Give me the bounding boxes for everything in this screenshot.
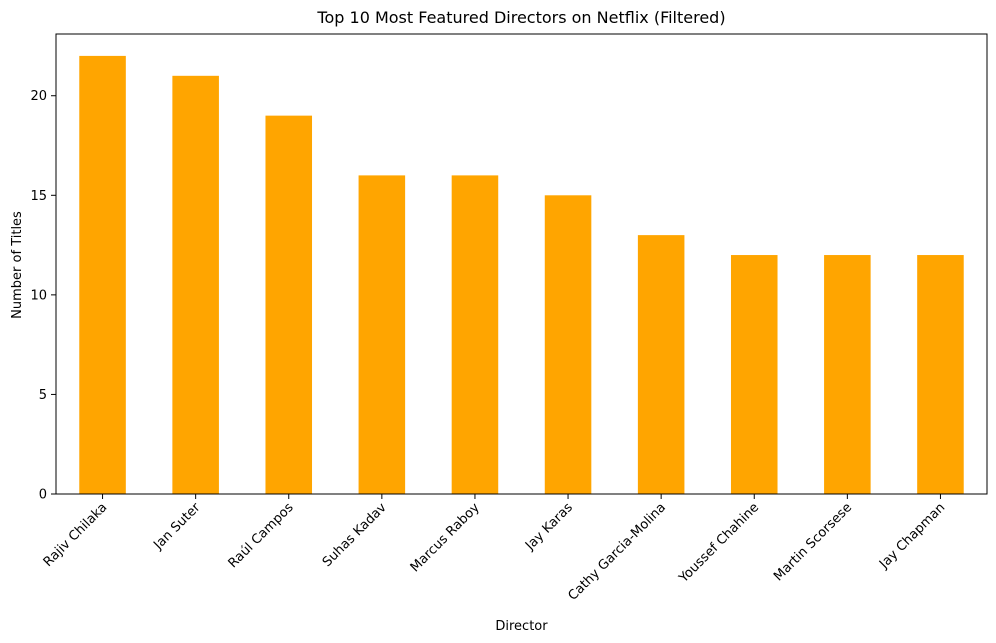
x-tick-label: Jan Suter (150, 500, 204, 554)
bars (79, 55, 964, 495)
chart-title: Top 10 Most Featured Directors on Netfli… (316, 8, 725, 27)
y-tick-label: 15 (30, 189, 47, 204)
x-axis-label: Director (495, 619, 548, 634)
y-axis: 0 5 10 15 20 (30, 89, 56, 503)
bar-3 (265, 115, 313, 494)
bar-8 (730, 255, 778, 494)
x-tick-label: Jay Chapman (876, 500, 948, 572)
y-tick-label: 5 (39, 388, 47, 403)
x-tick-label: Rajiv Chilaka (41, 500, 111, 570)
x-tick-label: Martin Scorsese (771, 500, 855, 584)
x-tick-label: Suhas Kadav (320, 500, 390, 570)
x-tick-label: Youssef Chahine (676, 500, 762, 586)
y-tick-label: 20 (30, 89, 47, 104)
bar-9 (824, 255, 871, 494)
x-axis: Rajiv Chilaka Jan Suter Raúl Campos Suhas K… (41, 494, 948, 604)
bar-5 (451, 175, 499, 494)
bar-4 (358, 175, 406, 494)
x-tick-label: Marcus Raboy (408, 500, 483, 575)
x-tick-label: Raúl Campos (226, 500, 297, 571)
y-tick-label: 0 (39, 488, 47, 503)
y-tick-label: 10 (30, 288, 47, 303)
bar-6 (544, 195, 592, 494)
bar-1 (79, 55, 126, 495)
plot-area-frame (55, 33, 988, 495)
bar-7 (637, 235, 685, 494)
x-tick-label: Jay Karas (522, 500, 576, 554)
bar-2 (172, 75, 219, 495)
x-tick-label: Cathy Garcia-Molina (566, 500, 669, 603)
bar-10 (917, 255, 964, 494)
y-axis-label: Number of Titles (10, 211, 25, 319)
